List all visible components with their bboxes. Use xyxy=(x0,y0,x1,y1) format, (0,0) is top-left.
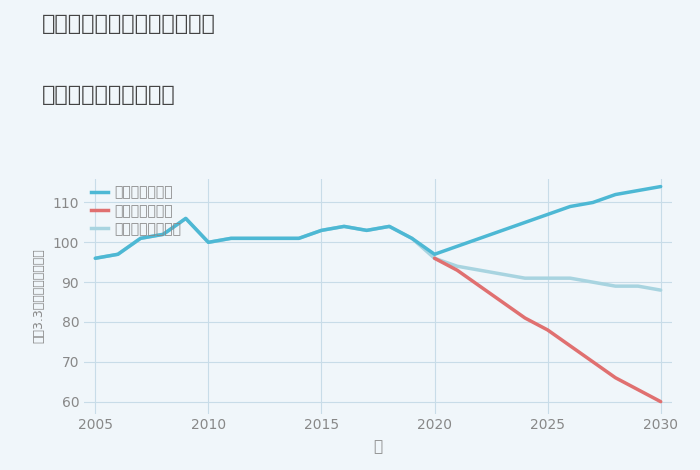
グッドシナリオ xyxy=(272,235,281,241)
ノーマルシナリオ xyxy=(181,216,190,221)
グッドシナリオ xyxy=(430,251,439,257)
ノーマルシナリオ xyxy=(589,279,597,285)
Y-axis label: 坪（3.3㎡）単価（万円）: 坪（3.3㎡）単価（万円） xyxy=(33,249,46,344)
バッドシナリオ xyxy=(657,399,665,405)
ノーマルシナリオ xyxy=(272,235,281,241)
ノーマルシナリオ xyxy=(136,235,145,241)
Legend: グッドシナリオ, バッドシナリオ, ノーマルシナリオ: グッドシナリオ, バッドシナリオ, ノーマルシナリオ xyxy=(91,186,181,236)
ノーマルシナリオ xyxy=(498,271,507,277)
グッドシナリオ xyxy=(363,227,371,233)
Text: 中古戸建ての価格推移: 中古戸建ての価格推移 xyxy=(42,85,176,105)
ノーマルシナリオ xyxy=(430,255,439,261)
バッドシナリオ xyxy=(453,267,461,273)
ノーマルシナリオ xyxy=(611,283,620,289)
グッドシナリオ xyxy=(204,240,213,245)
ノーマルシナリオ xyxy=(634,283,643,289)
Line: グッドシナリオ: グッドシナリオ xyxy=(95,187,661,258)
ノーマルシナリオ xyxy=(340,224,349,229)
グッドシナリオ xyxy=(589,200,597,205)
ノーマルシナリオ xyxy=(113,251,122,257)
グッドシナリオ xyxy=(611,192,620,197)
ノーマルシナリオ xyxy=(227,235,235,241)
X-axis label: 年: 年 xyxy=(373,439,383,454)
ノーマルシナリオ xyxy=(385,224,393,229)
バッドシナリオ xyxy=(521,315,529,321)
グッドシナリオ xyxy=(475,235,484,241)
グッドシナリオ xyxy=(317,227,326,233)
グッドシナリオ xyxy=(385,224,393,229)
グッドシナリオ xyxy=(181,216,190,221)
グッドシナリオ xyxy=(521,219,529,225)
ノーマルシナリオ xyxy=(543,275,552,281)
グッドシナリオ xyxy=(227,235,235,241)
グッドシナリオ xyxy=(136,235,145,241)
グッドシナリオ xyxy=(340,224,349,229)
バッドシナリオ xyxy=(634,387,643,392)
バッドシナリオ xyxy=(611,375,620,381)
グッドシナリオ xyxy=(543,212,552,217)
ノーマルシナリオ xyxy=(204,240,213,245)
ノーマルシナリオ xyxy=(249,235,258,241)
グッドシナリオ xyxy=(295,235,303,241)
グッドシナリオ xyxy=(657,184,665,189)
ノーマルシナリオ xyxy=(407,235,416,241)
ノーマルシナリオ xyxy=(566,275,575,281)
ノーマルシナリオ xyxy=(91,255,99,261)
Line: ノーマルシナリオ: ノーマルシナリオ xyxy=(95,219,661,290)
バッドシナリオ xyxy=(543,327,552,333)
バッドシナリオ xyxy=(498,299,507,305)
バッドシナリオ xyxy=(430,255,439,261)
グッドシナリオ xyxy=(249,235,258,241)
グッドシナリオ xyxy=(634,188,643,193)
グッドシナリオ xyxy=(113,251,122,257)
ノーマルシナリオ xyxy=(521,275,529,281)
ノーマルシナリオ xyxy=(295,235,303,241)
グッドシナリオ xyxy=(498,227,507,233)
ノーマルシナリオ xyxy=(159,232,167,237)
グッドシナリオ xyxy=(566,204,575,209)
ノーマルシナリオ xyxy=(453,263,461,269)
ノーマルシナリオ xyxy=(475,267,484,273)
ノーマルシナリオ xyxy=(317,227,326,233)
Text: 兵庫県姫路市野里東同心町の: 兵庫県姫路市野里東同心町の xyxy=(42,14,216,34)
Line: バッドシナリオ: バッドシナリオ xyxy=(435,258,661,402)
ノーマルシナリオ xyxy=(363,227,371,233)
グッドシナリオ xyxy=(407,235,416,241)
グッドシナリオ xyxy=(159,232,167,237)
ノーマルシナリオ xyxy=(657,287,665,293)
バッドシナリオ xyxy=(566,343,575,349)
バッドシナリオ xyxy=(475,283,484,289)
グッドシナリオ xyxy=(91,255,99,261)
バッドシナリオ xyxy=(589,359,597,365)
グッドシナリオ xyxy=(453,243,461,249)
